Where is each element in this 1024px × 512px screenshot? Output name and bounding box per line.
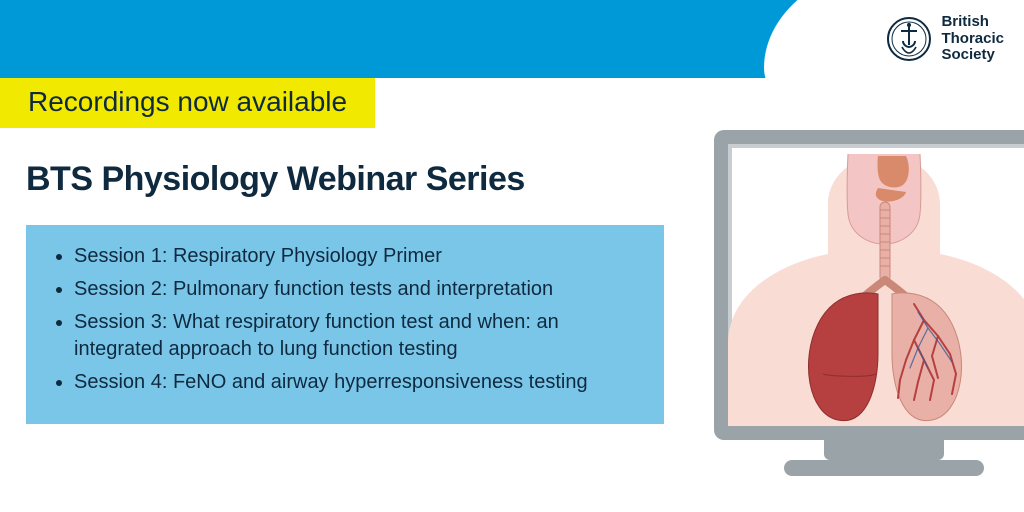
sessions-box: Session 1: Respiratory Physiology Primer… (26, 225, 664, 424)
monitor-stand (824, 440, 944, 460)
session-item: Session 3: What respiratory function tes… (74, 309, 642, 363)
bts-logo-text: British Thoracic Society (941, 14, 1004, 64)
monitor-illustration (714, 130, 1024, 476)
logo-line-3: Society (941, 47, 1004, 64)
page-title: BTS Physiology Webinar Series (26, 160, 525, 199)
promo-card: British Thoracic Society Recordings now … (0, 0, 1024, 512)
monitor-base (784, 460, 984, 476)
session-item: Session 1: Respiratory Physiology Primer (74, 243, 642, 270)
sessions-list: Session 1: Respiratory Physiology Primer… (48, 243, 642, 396)
recordings-banner-text: Recordings now available (28, 86, 347, 118)
recordings-banner: Recordings now available (0, 78, 375, 128)
logo-line-1: British (941, 14, 1004, 31)
session-item: Session 2: Pulmonary function tests and … (74, 276, 642, 303)
logo-line-2: Thoracic (941, 31, 1004, 48)
session-item: Session 4: FeNO and airway hyperresponsi… (74, 369, 642, 396)
bts-logo-icon (887, 17, 931, 61)
bts-logo: British Thoracic Society (887, 14, 1004, 64)
monitor-screen (714, 130, 1024, 440)
anatomy-icon (728, 144, 1024, 426)
